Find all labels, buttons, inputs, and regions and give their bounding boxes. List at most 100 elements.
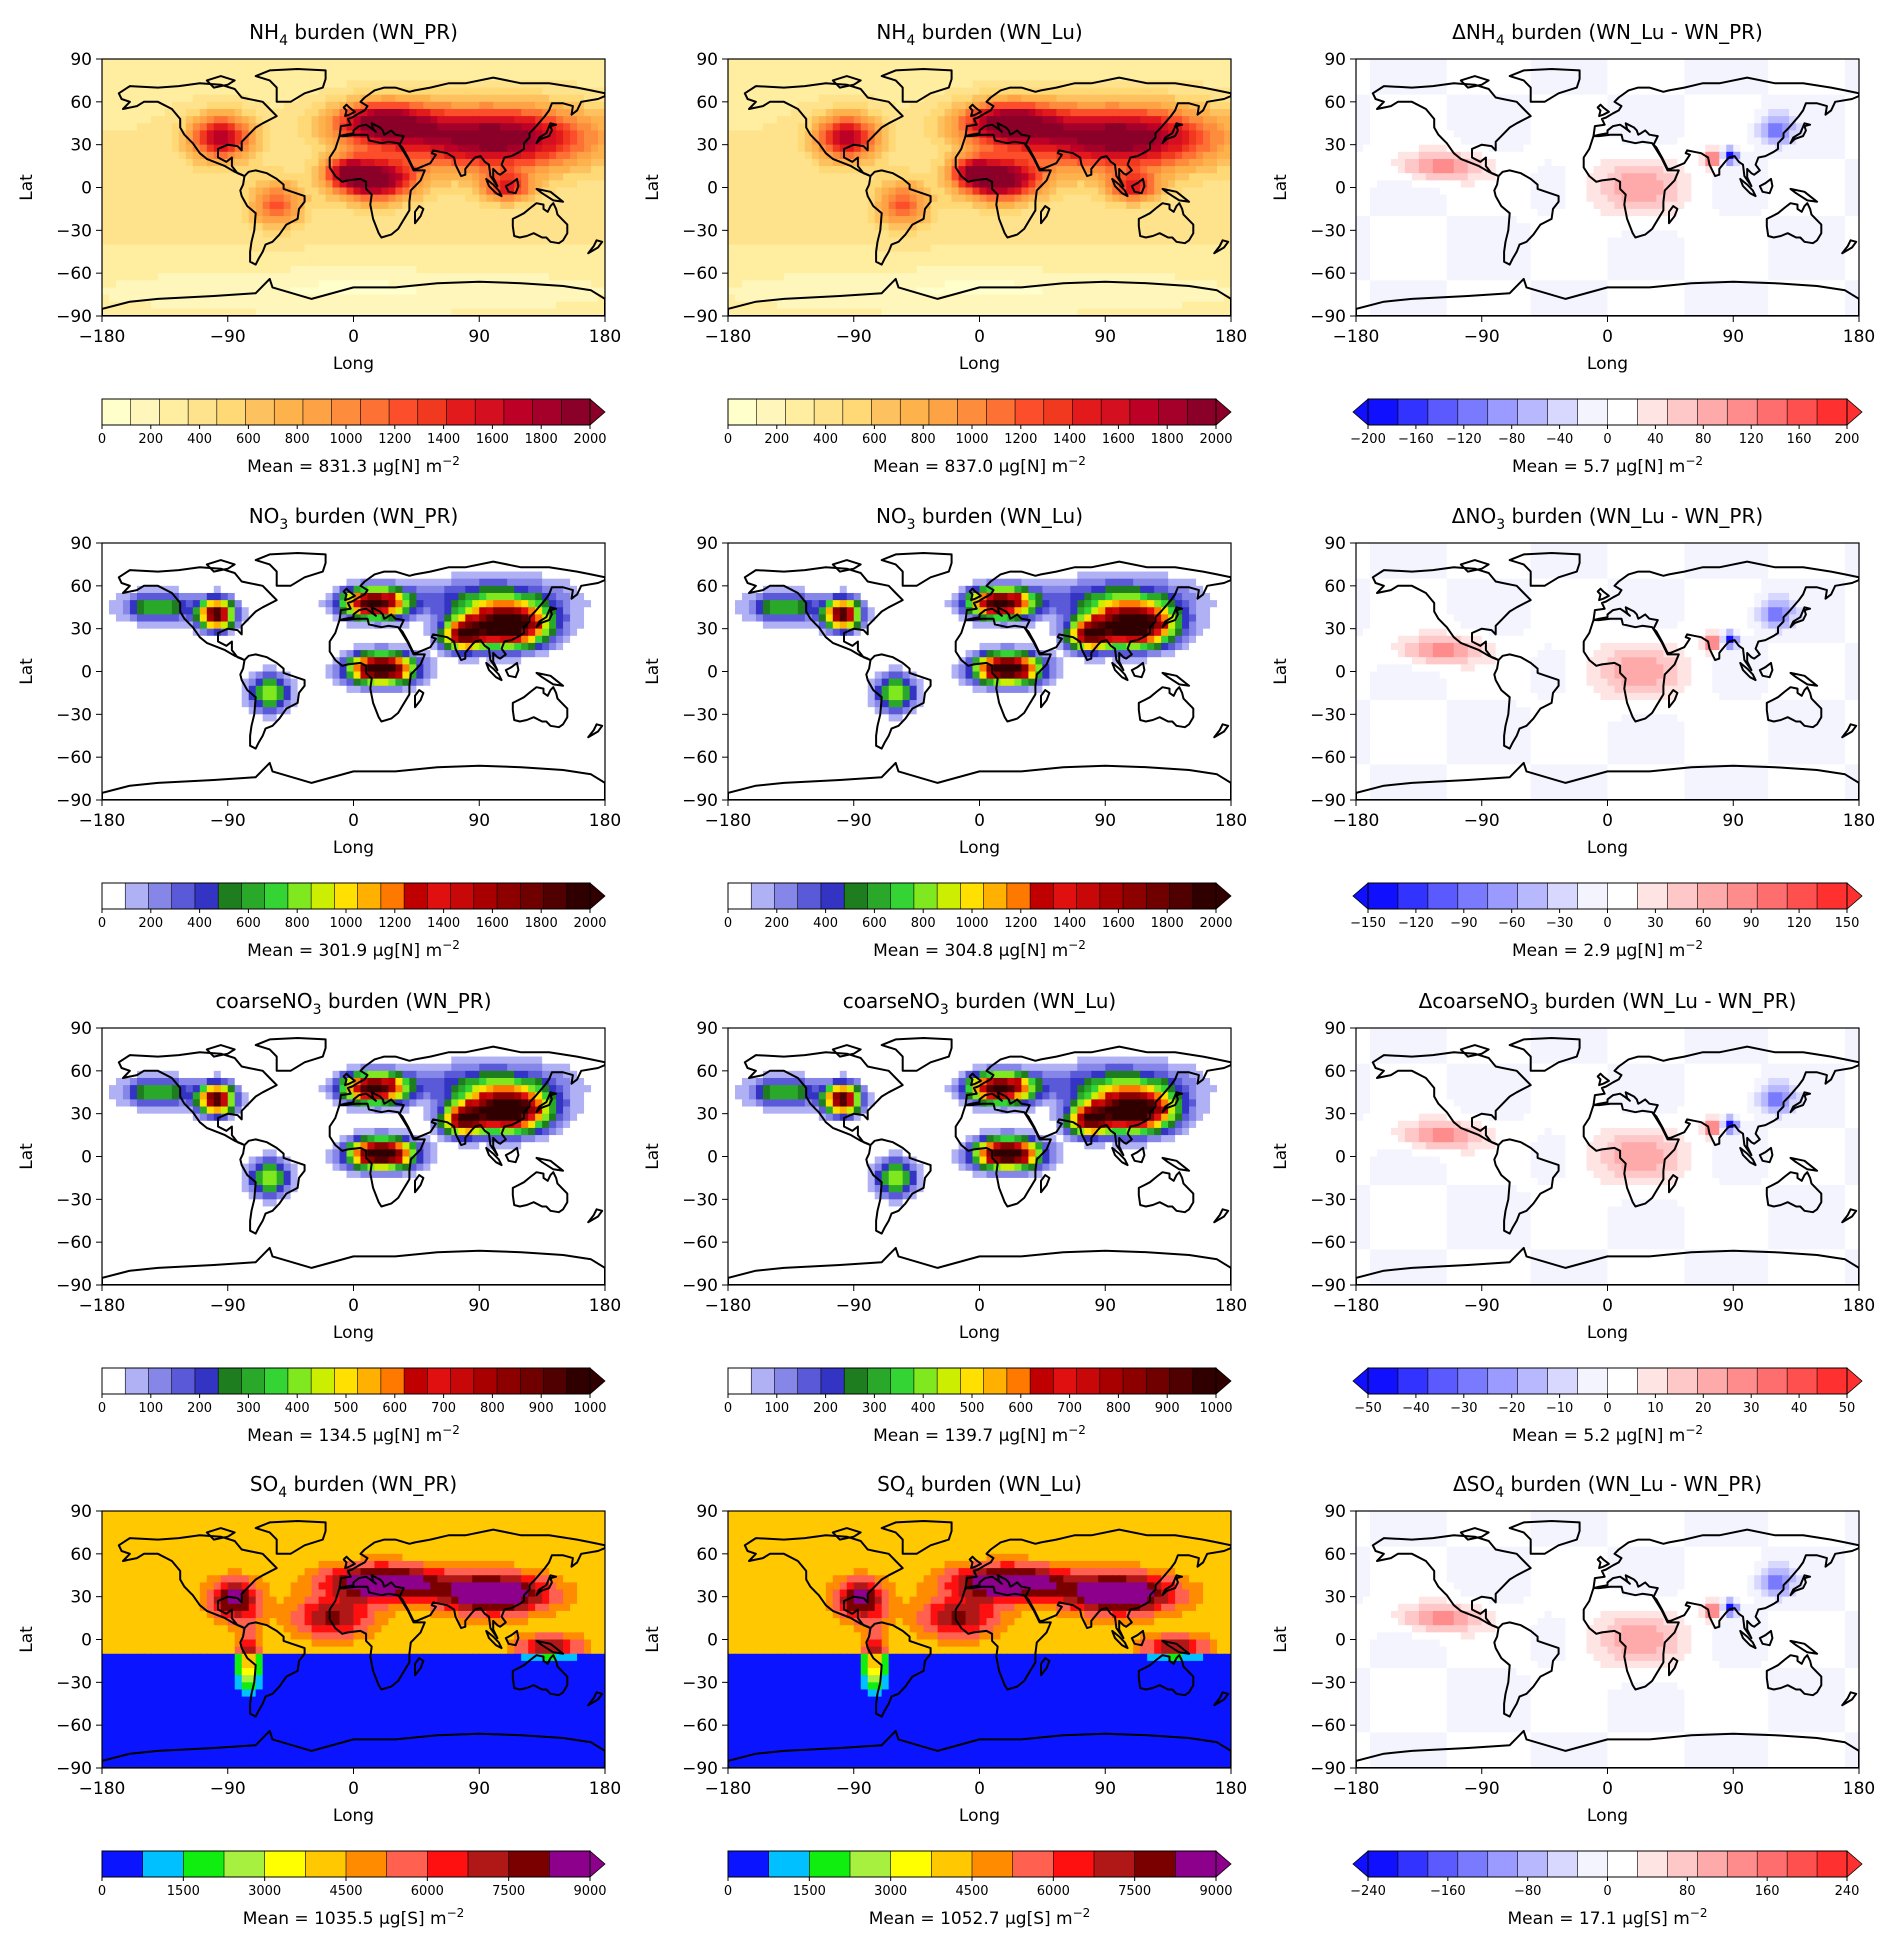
field-cell (563, 259, 571, 267)
field-cell (1182, 145, 1190, 153)
field-cell (917, 223, 925, 231)
field-cell (1147, 266, 1155, 274)
field-cell (1203, 123, 1211, 131)
field-cell (137, 273, 145, 281)
field-cell (423, 245, 431, 253)
field-cell (1042, 109, 1050, 117)
field-cell (298, 116, 306, 124)
field-cell (1070, 259, 1078, 267)
field-cell (812, 73, 820, 81)
field-cell (980, 59, 988, 67)
field-cell (507, 287, 515, 295)
field-cell (360, 73, 368, 81)
field-cell (791, 230, 799, 238)
field-cell (298, 237, 306, 245)
field-cell (770, 73, 778, 81)
field-cell (861, 66, 869, 74)
field-cell (535, 195, 543, 203)
field-cell (1182, 59, 1190, 67)
field-cell (993, 73, 1001, 81)
field-cell (847, 66, 855, 74)
field-cell (416, 195, 424, 203)
field-cell (116, 188, 124, 196)
field-cell (374, 80, 382, 88)
field-cell (256, 202, 264, 210)
field-cell (179, 138, 187, 146)
field-cell (812, 123, 820, 131)
field-cell (854, 95, 862, 103)
field-cell (423, 209, 431, 217)
field-cell (819, 237, 827, 245)
field-cell (172, 280, 180, 288)
field-cell (123, 245, 131, 253)
field-cell (1077, 109, 1085, 117)
field-cell (347, 245, 355, 253)
field-cell (903, 273, 911, 281)
field-cell (458, 252, 466, 260)
field-cell (360, 138, 368, 146)
field-cell (312, 230, 320, 238)
field-cell (1070, 95, 1078, 103)
field-cell (938, 116, 946, 124)
field-cell (340, 280, 348, 288)
field-cell (819, 202, 827, 210)
field-cell (493, 130, 501, 138)
field-cell (354, 302, 362, 310)
field-cell (577, 295, 585, 303)
field-cell (186, 280, 194, 288)
field-cell (493, 202, 501, 210)
colorbar-tick-label: 200 (138, 432, 163, 447)
field-cell (1028, 266, 1036, 274)
field-cell (1042, 66, 1050, 74)
field-cell (409, 152, 417, 160)
field-cell (986, 252, 994, 260)
field-cell (742, 188, 750, 196)
field-cell (172, 287, 180, 295)
field-cell (770, 152, 778, 160)
field-cell (1063, 216, 1071, 224)
field-cell (966, 152, 974, 160)
field-cell (395, 252, 403, 260)
field-cell (777, 209, 785, 217)
field-cell (591, 216, 599, 224)
field-cell (854, 109, 862, 117)
field-cell (591, 138, 599, 146)
field-cell (340, 73, 348, 81)
field-cell (819, 59, 827, 67)
field-cell (179, 223, 187, 231)
field-cell (931, 130, 939, 138)
field-cell (284, 259, 292, 267)
field-cell (931, 188, 939, 196)
field-cell (798, 173, 806, 181)
field-cell (1112, 202, 1120, 210)
field-cell (228, 123, 236, 131)
field-cell (1070, 173, 1078, 181)
x-axis-label: Long (333, 354, 374, 374)
field-cell (826, 102, 834, 110)
field-cell (577, 209, 585, 217)
field-cell (165, 245, 173, 253)
field-cell (172, 152, 180, 160)
colorbar-swatch (274, 399, 303, 425)
field-cell (1105, 223, 1113, 231)
field-cell (354, 295, 362, 303)
field-cell (1203, 252, 1211, 260)
field-cell (423, 223, 431, 231)
field-cell (938, 123, 946, 131)
field-cell (1070, 273, 1078, 281)
field-cell (360, 302, 368, 310)
field-cell (854, 259, 862, 267)
field-cell (749, 259, 757, 267)
field-cell (1091, 73, 1099, 81)
colorbar-tick-label: 1600 (476, 432, 509, 447)
field-cell (535, 166, 543, 174)
field-cell (158, 245, 166, 253)
field-cell (535, 259, 543, 267)
field-cell (777, 173, 785, 181)
field-cell (742, 230, 750, 238)
field-cell (1147, 259, 1155, 267)
field-cell (291, 116, 299, 124)
field-cell (1119, 109, 1127, 117)
field-cell (172, 216, 180, 224)
field-cell (591, 123, 599, 131)
